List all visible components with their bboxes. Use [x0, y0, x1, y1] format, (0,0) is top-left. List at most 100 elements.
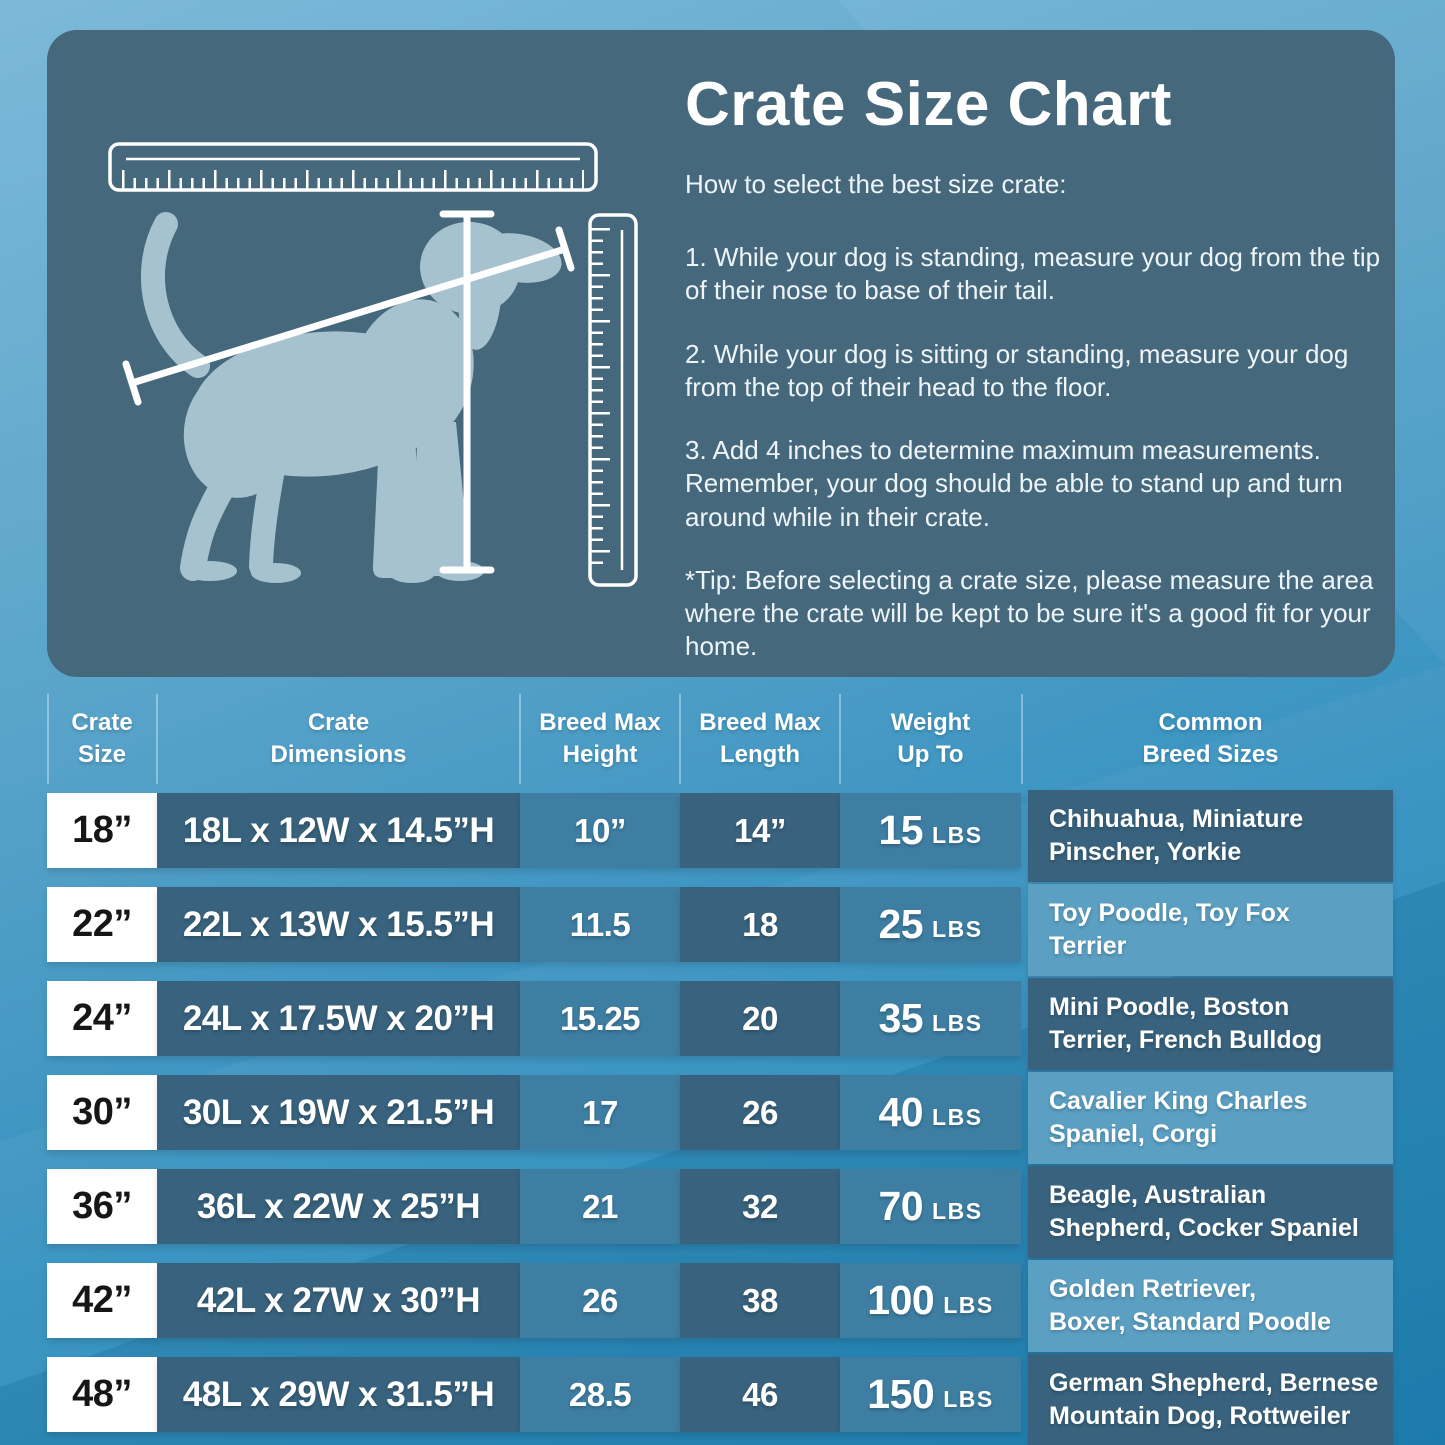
step-2: 2. While your dog is sitting or standing… [685, 338, 1349, 402]
breed-max-height-cell: 26 [520, 1263, 680, 1338]
crate-dimensions-cell: 48L x 29W x 31.5”H [157, 1357, 520, 1432]
common-breeds-cell: Cavalier King Charles Spaniel, Corgi [1028, 1072, 1393, 1164]
weight-value: 25 [878, 901, 924, 947]
common-breeds-cell: Mini Poodle, Boston Terrier, French Bull… [1028, 978, 1393, 1070]
breeds-line: Mini Poodle, Boston [1049, 992, 1290, 1021]
page-title: Crate Size Chart [685, 70, 1172, 139]
header-line: Weight [890, 709, 971, 737]
crate-size-cell: 30” [47, 1075, 157, 1150]
weight-cell: 150 LBS [840, 1357, 1021, 1432]
breed-max-length-cell: 14” [680, 793, 840, 868]
breed-max-height-cell: 10” [520, 793, 680, 868]
weight-unit: LBS [932, 1104, 983, 1130]
header-divider [1021, 694, 1023, 784]
breeds-line: Terrier [1049, 932, 1127, 960]
common-breeds-cell: Chihuahua, Miniature Pinscher, Yorkie [1028, 790, 1393, 882]
vertical-ruler-icon [588, 213, 638, 587]
crate-dimensions-cell: 24L x 17.5W x 20”H [157, 981, 520, 1056]
breed-max-height-cell: 28.5 [520, 1357, 680, 1432]
weight-cell: 35 LBS [840, 981, 1021, 1056]
table-row: 22” 22L x 13W x 15.5”H 11.5 18 25 LBS To… [0, 884, 1445, 976]
dog-measurement-illustration [90, 130, 650, 600]
breeds-line: Pinscher, Yorkie [1049, 838, 1242, 866]
weight-value: 35 [878, 995, 924, 1041]
weight-unit: LBS [943, 1292, 994, 1318]
header-line: Breed Max [539, 709, 661, 737]
crate-size-cell: 42” [47, 1263, 157, 1338]
weight-cell: 100 LBS [840, 1263, 1021, 1338]
header-line: Dimensions [270, 741, 407, 768]
header-divider [679, 694, 681, 784]
header-line: Up To [897, 741, 964, 768]
crate-dimensions-cell: 36L x 22W x 25”H [157, 1169, 520, 1244]
weight-cell: 70 LBS [840, 1169, 1021, 1244]
breeds-line: Chihuahua, Miniature [1049, 804, 1304, 833]
header-weight-up-to: Weight Up To [840, 690, 1021, 788]
weight-value: 15 [878, 807, 924, 853]
crate-dimensions-cell: 22L x 13W x 15.5”H [157, 887, 520, 962]
weight-unit: LBS [932, 1198, 983, 1224]
breeds-line: Cavalier King Charles [1049, 1086, 1308, 1115]
header-breed-max-height: Breed Max Height [520, 690, 680, 788]
header-divider [839, 694, 841, 784]
breeds-line: Shepherd, Cocker Spaniel [1049, 1214, 1359, 1242]
breed-max-length-cell: 26 [680, 1075, 840, 1150]
breeds-line: Terrier, French Bulldog [1049, 1026, 1323, 1054]
breed-max-height-cell: 15.25 [520, 981, 680, 1056]
header-line: Length [720, 741, 800, 768]
crate-size-cell: 22” [47, 887, 157, 962]
crate-dimensions-cell: 42L x 27W x 30”H [157, 1263, 520, 1338]
table-row: 18” 18L x 12W x 14.5”H 10” 14” 15 LBS Ch… [0, 790, 1445, 882]
header-crate-size: Crate Size [47, 690, 157, 788]
weight-unit: LBS [932, 1010, 983, 1036]
table-row: 48” 48L x 29W x 31.5”H 28.5 46 150 LBS G… [0, 1354, 1445, 1445]
step-3: 3. Add 4 inches to determine maximum mea… [685, 435, 1343, 532]
header-line: Common [1158, 709, 1263, 737]
breeds-line: German Shepherd, Bernese [1049, 1368, 1379, 1397]
crate-dimensions-cell: 30L x 19W x 21.5”H [157, 1075, 520, 1150]
breeds-line: Mountain Dog, Rottweiler [1049, 1402, 1351, 1430]
table-row: 24” 24L x 17.5W x 20”H 15.25 20 35 LBS M… [0, 978, 1445, 1070]
weight-value: 40 [878, 1089, 924, 1135]
breeds-line: Toy Poodle, Toy Fox [1049, 898, 1290, 927]
horizontal-ruler-icon [108, 142, 598, 192]
instructions-text: Crate Size Chart How to select the best … [685, 72, 1390, 664]
step-1: 1. While your dog is standing, measure y… [685, 241, 1381, 306]
breed-max-height-cell: 11.5 [520, 887, 680, 962]
header-line: Crate [71, 709, 133, 737]
crate-size-cell: 48” [47, 1357, 157, 1432]
breeds-line: Boxer, Standard Poodle [1049, 1308, 1332, 1336]
breed-max-length-cell: 38 [680, 1263, 840, 1338]
breed-max-length-cell: 20 [680, 981, 840, 1056]
length-measure-line [122, 226, 575, 406]
crate-size-cell: 24” [47, 981, 157, 1056]
header-divider [519, 694, 521, 784]
height-measure-line [439, 210, 495, 574]
header-line: Breed Sizes [1142, 741, 1279, 768]
header-breed-max-length: Breed Max Length [680, 690, 840, 788]
table-row: 42” 42L x 27W x 30”H 26 38 100 LBS Golde… [0, 1260, 1445, 1352]
breeds-line: Golden Retriever, [1049, 1274, 1257, 1303]
weight-cell: 25 LBS [840, 887, 1021, 962]
header-crate-dimensions: Crate Dimensions [157, 690, 520, 788]
header-line: Size [77, 741, 127, 768]
weight-value: 70 [878, 1183, 924, 1229]
table-row: 36” 36L x 22W x 25”H 21 32 70 LBS Beagle… [0, 1166, 1445, 1258]
breed-max-length-cell: 46 [680, 1357, 840, 1432]
header-divider [156, 694, 158, 784]
common-breeds-cell: Toy Poodle, Toy Fox Terrier [1028, 884, 1393, 976]
common-breeds-cell: Golden Retriever, Boxer, Standard Poodle [1028, 1260, 1393, 1352]
header-line: Height [562, 741, 638, 768]
common-breeds-cell: German Shepherd, Bernese Mountain Dog, R… [1028, 1354, 1393, 1445]
breed-max-length-cell: 18 [680, 887, 840, 962]
weight-unit: LBS [932, 916, 983, 942]
crate-size-cell: 36” [47, 1169, 157, 1244]
crate-size-cell: 18” [47, 793, 157, 868]
crate-dimensions-cell: 18L x 12W x 14.5”H [157, 793, 520, 868]
header-divider [47, 694, 49, 784]
weight-value: 150 [867, 1371, 935, 1417]
common-breeds-cell: Beagle, Australian Shepherd, Cocker Span… [1028, 1166, 1393, 1258]
weight-unit: LBS [943, 1386, 994, 1412]
header-line: Breed Max [699, 709, 821, 737]
